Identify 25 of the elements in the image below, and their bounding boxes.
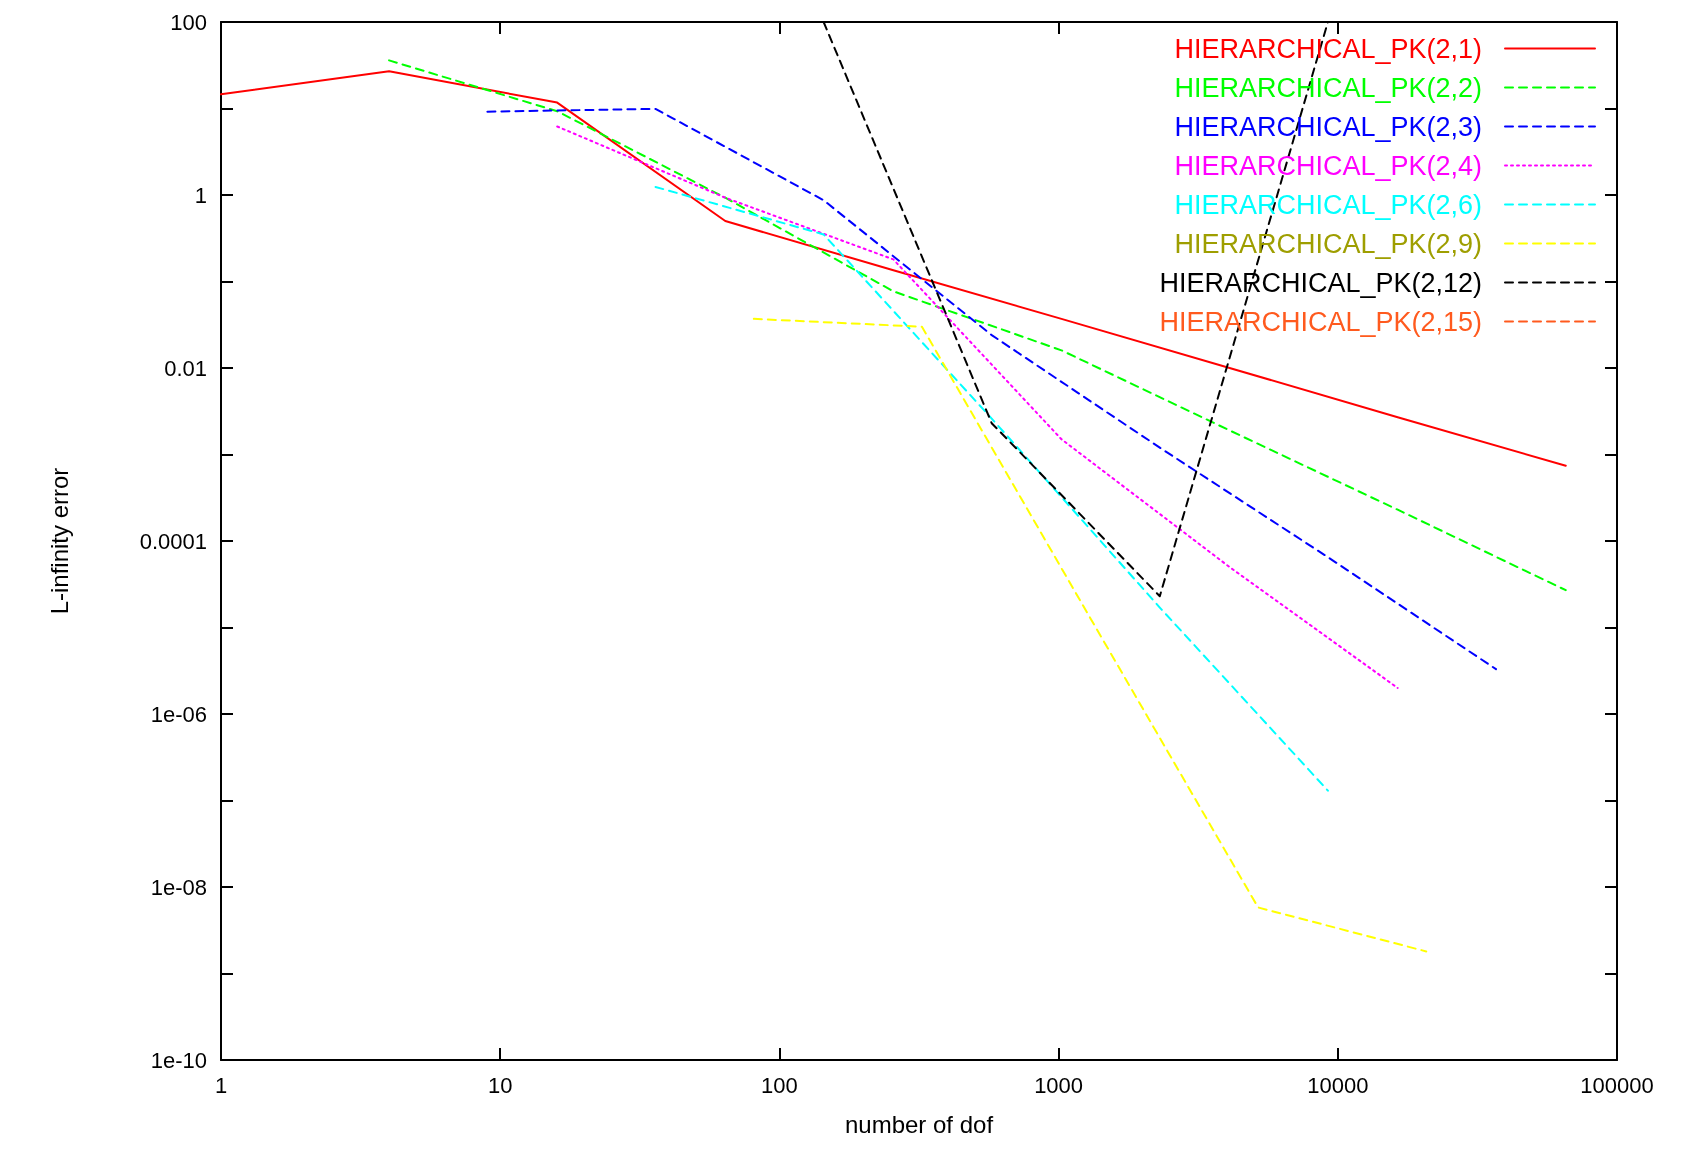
y-tick-label: 1e-06 [150, 701, 207, 727]
x-tick-label: 10000 [1307, 1072, 1369, 1098]
line-series [220, 70, 1567, 467]
y-tick-label: 100 [170, 9, 207, 35]
y-tick-label: 1 [194, 182, 207, 208]
y-axis-title: L-infinity error [45, 467, 73, 615]
y-tick-label: 0.0001 [139, 528, 207, 554]
legend-label: HIERARCHICAL_PK(2,1) [1174, 33, 1482, 64]
x-tick-label: 1 [214, 1072, 228, 1098]
y-tick-label: 1e-08 [150, 874, 207, 900]
y-tick-label: 0.01 [164, 355, 207, 381]
x-tick-label: 10 [487, 1072, 513, 1098]
y-tick-label: 1e-10 [150, 1047, 207, 1073]
legend-label: HIERARCHICAL_PK(2,6) [1174, 189, 1482, 220]
x-tick-label: 100000 [1580, 1072, 1654, 1098]
legend-label: HIERARCHICAL_PK(2,4) [1174, 150, 1482, 181]
x-axis-title: number of dof [844, 1110, 994, 1138]
x-tick-label: 100 [761, 1072, 798, 1098]
line-series [486, 107, 1497, 671]
legend-label: HIERARCHICAL_PK(2,2) [1174, 72, 1482, 103]
x-tick-label: 1000 [1034, 1072, 1084, 1098]
legend-label: HIERARCHICAL_PK(2,3) [1174, 111, 1482, 142]
legend-label: HIERARCHICAL_PK(2,12) [1159, 267, 1482, 298]
legend-label: HIERARCHICAL_PK(2,15) [1159, 306, 1482, 337]
legend-label: HIERARCHICAL_PK(2,9) [1174, 228, 1482, 259]
